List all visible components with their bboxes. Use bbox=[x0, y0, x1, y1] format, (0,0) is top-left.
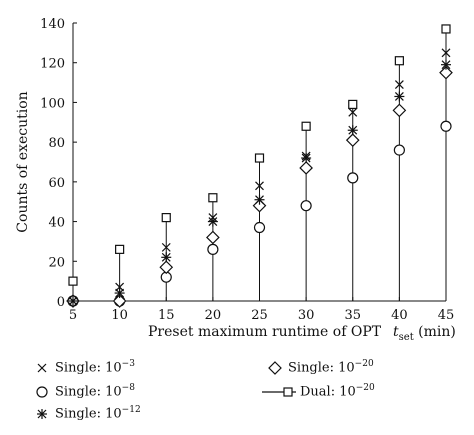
point-square bbox=[115, 244, 125, 254]
point-x bbox=[348, 107, 358, 117]
point-circle bbox=[207, 243, 219, 255]
point-circle bbox=[253, 221, 266, 234]
point-circle bbox=[300, 200, 312, 212]
point-square bbox=[254, 153, 265, 163]
point-x bbox=[161, 242, 171, 252]
point-diamond bbox=[299, 161, 313, 175]
point-asterisk bbox=[115, 288, 125, 298]
point-diamond bbox=[112, 294, 127, 308]
legend-item-single-1e-3: Single: 10−3 bbox=[35, 356, 135, 376]
x-tick-label: 35 bbox=[344, 308, 361, 323]
x-tick-label: 20 bbox=[205, 308, 222, 323]
x-tick-label: 45 bbox=[438, 308, 455, 323]
y-tick-label: 140 bbox=[40, 17, 65, 32]
asterisk-marker-icon bbox=[37, 408, 47, 419]
y-tick-label: 40 bbox=[48, 216, 65, 231]
x-tick-label: 30 bbox=[298, 308, 315, 323]
x-tick-label: 10 bbox=[111, 308, 128, 323]
y-tick-label: 80 bbox=[48, 136, 65, 151]
point-square bbox=[348, 99, 358, 110]
point-diamond bbox=[392, 103, 407, 118]
point-asterisk bbox=[394, 92, 404, 101]
x-axis-unit: tset (min) bbox=[393, 324, 456, 343]
x-marker-icon bbox=[37, 363, 47, 373]
point-asterisk bbox=[441, 60, 451, 70]
point-circle bbox=[393, 144, 405, 156]
point-asterisk bbox=[255, 195, 264, 205]
point-asterisk bbox=[161, 252, 171, 262]
x-tick-label: 15 bbox=[158, 308, 175, 323]
point-square bbox=[68, 276, 78, 286]
point-x bbox=[441, 48, 451, 58]
point-square bbox=[161, 213, 171, 223]
point-diamond bbox=[159, 260, 174, 275]
point-square bbox=[208, 193, 218, 203]
y-axis-label: Counts of execution bbox=[15, 91, 31, 232]
point-asterisk bbox=[348, 125, 358, 135]
legend-item-single-1e-12: Single: 10−12 bbox=[35, 402, 141, 422]
legend-item-dual-1e-20: Dual: 10−20 bbox=[262, 380, 375, 400]
point-asterisk bbox=[208, 217, 218, 226]
point-square bbox=[441, 24, 451, 34]
point-circle bbox=[347, 172, 359, 184]
legend-item-single-1e-8: Single: 10−8 bbox=[35, 380, 135, 400]
y-tick-label: 100 bbox=[40, 96, 65, 111]
point-diamond bbox=[439, 65, 453, 80]
point-x bbox=[255, 181, 264, 191]
x-axis-label: Preset maximum runtime of OPT bbox=[148, 324, 382, 340]
y-tick-label: 60 bbox=[48, 176, 65, 191]
point-square bbox=[301, 121, 311, 131]
point-diamond bbox=[206, 230, 220, 245]
point-x bbox=[394, 80, 404, 89]
y-tick-label: 120 bbox=[40, 57, 65, 72]
circle-marker-icon bbox=[36, 386, 48, 398]
line-square-marker-icon bbox=[262, 387, 296, 397]
point-circle bbox=[440, 120, 452, 132]
x-tick-label: 40 bbox=[391, 308, 408, 323]
diamond-marker-icon bbox=[268, 360, 282, 375]
x-tick-label: 5 bbox=[69, 308, 77, 323]
point-square bbox=[394, 56, 404, 66]
x-tick-label: 25 bbox=[251, 308, 268, 323]
y-tick-label: 20 bbox=[48, 255, 65, 270]
legend-item-single-1e-20: Single: 10−20 bbox=[268, 356, 374, 376]
point-asterisk bbox=[68, 296, 78, 306]
point-asterisk bbox=[301, 153, 311, 163]
y-tick-label: 0 bbox=[57, 295, 65, 310]
point-diamond bbox=[345, 133, 360, 148]
